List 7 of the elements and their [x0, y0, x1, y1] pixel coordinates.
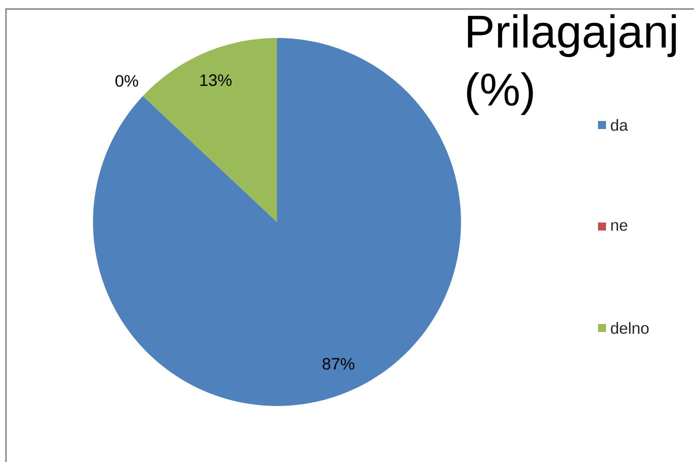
- data-label: 13%: [200, 74, 232, 86]
- legend-label: da: [610, 119, 628, 131]
- chart-title: Prilagajanj (%): [467, 14, 676, 116]
- text: 0%: [115, 75, 138, 87]
- legend-label: delno: [610, 322, 649, 334]
- legend-label: ne: [611, 222, 628, 231]
- data-label: 87%: [322, 358, 354, 370]
